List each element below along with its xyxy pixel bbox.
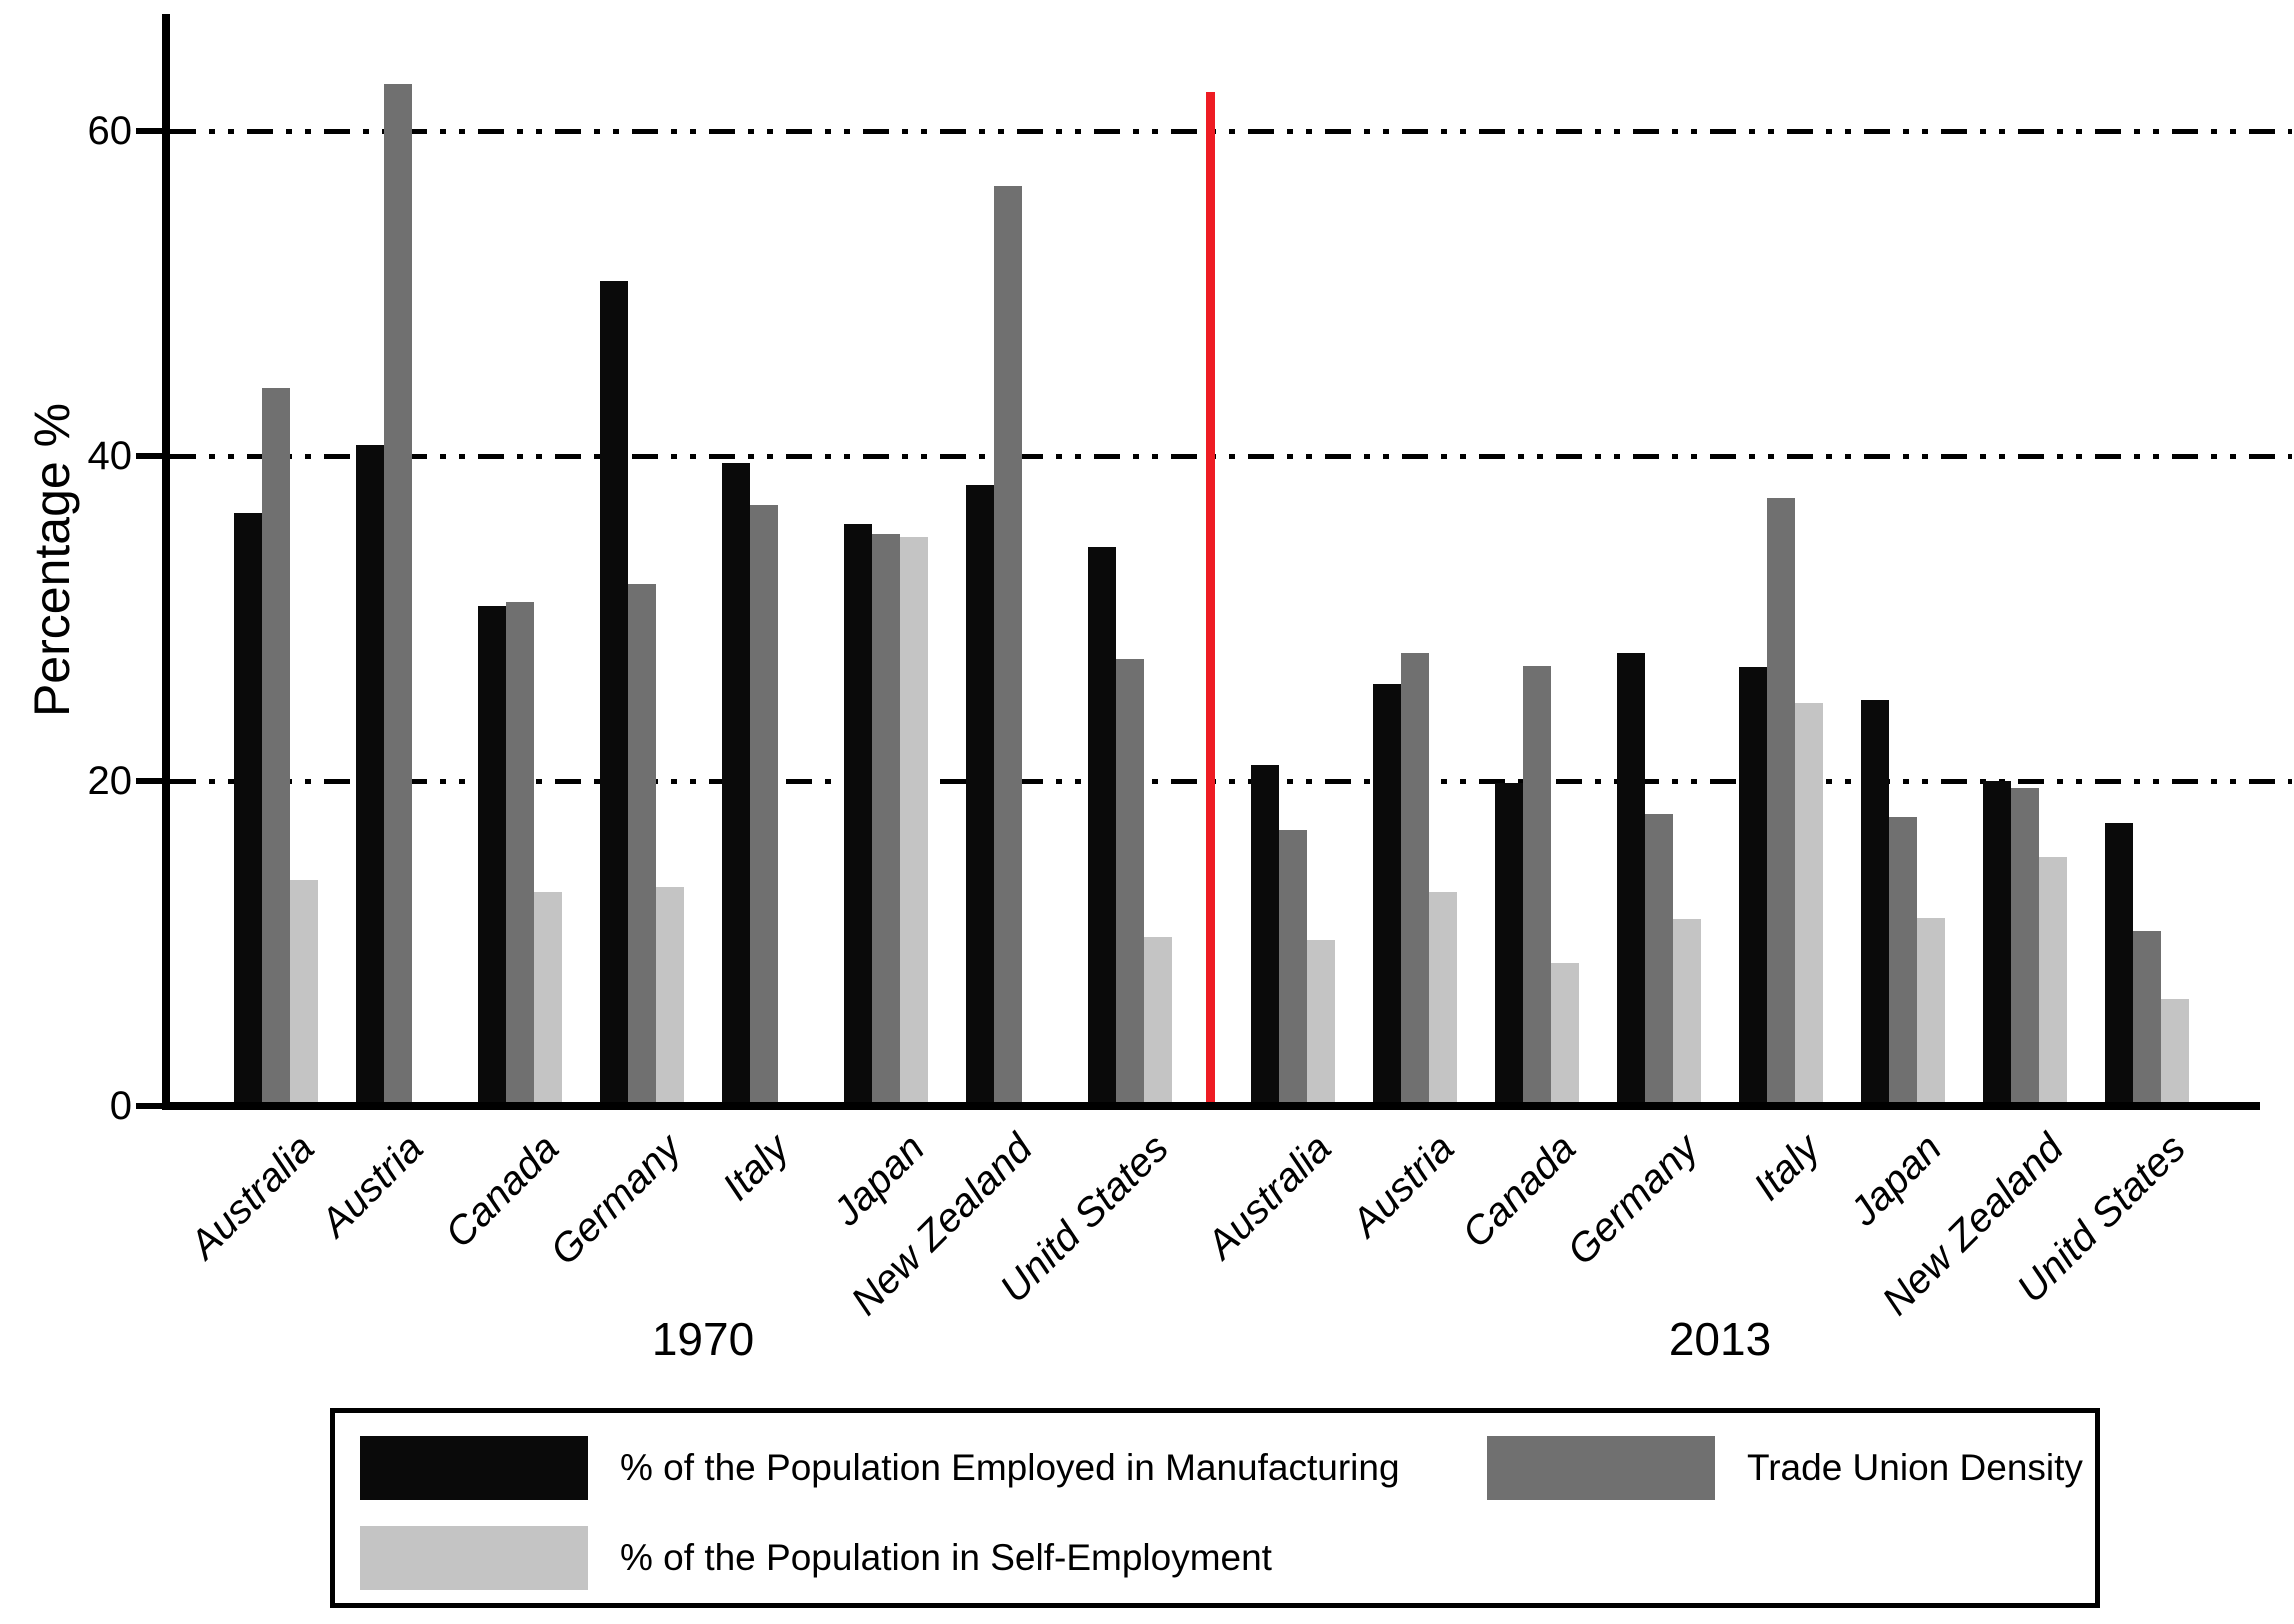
legend-label-trade-union-density: Trade Union Density	[1747, 1447, 2083, 1488]
y-tick-40	[136, 453, 162, 459]
y-tick-label-20: 20	[87, 759, 133, 803]
gridline-60	[170, 129, 2292, 134]
bar-2013-new-zealand-trade-union-density	[2011, 787, 2039, 1106]
bar-1970-italy-trade-union-density	[750, 504, 778, 1106]
bar-1970-austria--of-the-population-emplo	[356, 444, 384, 1106]
bar-2013-italy--of-the-population-emplo	[1739, 667, 1767, 1106]
x-label-2013-austria: Austria	[1342, 1126, 1463, 1246]
bar-2013-australia--of-the-population-in-se	[1307, 940, 1335, 1106]
bar-2013-japan--of-the-population-emplo	[1861, 699, 1889, 1106]
y-axis-line	[162, 14, 170, 1110]
bar-1970-canada-trade-union-density	[506, 602, 534, 1106]
gridline-20	[170, 779, 2292, 784]
bar-1970-austria-trade-union-density	[384, 83, 412, 1106]
bar-2013-canada--of-the-population-emplo	[1495, 782, 1523, 1106]
x-label-2013-italy: Italy	[1745, 1126, 1829, 1209]
bar-2013-australia-trade-union-density	[1279, 829, 1307, 1106]
y-tick-label-60: 60	[87, 109, 133, 153]
bar-2013-germany-trade-union-density	[1645, 813, 1673, 1106]
bar-2013-unitd-states--of-the-population-in-se	[2161, 998, 2189, 1106]
x-label-1970-germany: Germany	[541, 1126, 690, 1274]
bar-2013-japan-trade-union-density	[1889, 816, 1917, 1106]
bar-1970-germany--of-the-population-emplo	[600, 280, 628, 1106]
bar-1970-germany-trade-union-density	[628, 584, 656, 1106]
bar-1970-japan-trade-union-density	[872, 534, 900, 1106]
group-label-1970: 1970	[651, 1313, 755, 1365]
y-tick-20	[136, 778, 162, 784]
bar-2013-new-zealand--of-the-population-emplo	[1983, 781, 2011, 1106]
bar-1970-australia--of-the-population-in-se	[290, 880, 318, 1106]
bar-1970-germany--of-the-population-in-se	[656, 886, 684, 1106]
legend-swatch-manufacturing	[360, 1436, 588, 1500]
y-tick-0	[136, 1103, 162, 1109]
bar-2013-austria-trade-union-density	[1401, 652, 1429, 1106]
bar-2013-canada-trade-union-density	[1523, 665, 1551, 1106]
legend-label-manufacturing: % of the Population Employed in Manufact…	[620, 1447, 1400, 1488]
bar-1970-unitd-states--of-the-population-in-se	[1144, 937, 1172, 1106]
x-axis-line	[162, 1102, 2260, 1110]
bar-2013-australia--of-the-population-emplo	[1251, 764, 1279, 1106]
bar-2013-austria--of-the-population-emplo	[1373, 683, 1401, 1106]
bar-1970-unitd-states-trade-union-density	[1116, 659, 1144, 1106]
bar-2013-germany--of-the-population-in-se	[1673, 919, 1701, 1106]
x-label-2013-japan: Japan	[1841, 1126, 1951, 1235]
bar-1970-canada--of-the-population-emplo	[478, 605, 506, 1106]
bar-1970-new-zealand--of-the-population-emplo	[966, 485, 994, 1106]
bar-1970-australia-trade-union-density	[262, 387, 290, 1106]
bar-2013-canada--of-the-population-in-se	[1551, 963, 1579, 1106]
bar-1970-japan--of-the-population-emplo	[844, 524, 872, 1106]
bar-2013-germany--of-the-population-emplo	[1617, 652, 1645, 1106]
bar-2013-unitd-states--of-the-population-emplo	[2105, 823, 2133, 1106]
bar-1970-italy--of-the-population-emplo	[722, 462, 750, 1106]
bar-1970-japan--of-the-population-in-se	[900, 537, 928, 1106]
gridline-40	[170, 454, 2292, 459]
x-label-1970-italy: Italy	[714, 1126, 798, 1209]
y-tick-label-0: 0	[109, 1084, 132, 1128]
group-label-2013: 2013	[1668, 1313, 1772, 1365]
x-label-1970-australia: Australia	[181, 1126, 324, 1268]
legend-swatch-self-employment	[360, 1526, 588, 1590]
y-tick-60	[136, 128, 162, 134]
x-label-2013-australia: Australia	[1198, 1126, 1341, 1268]
bar-2013-new-zealand--of-the-population-in-se	[2039, 857, 2067, 1106]
bar-1970-australia--of-the-population-emplo	[234, 512, 262, 1106]
x-label-1970-austria: Austria	[311, 1126, 432, 1246]
bar-2013-japan--of-the-population-in-se	[1917, 917, 1945, 1106]
bar-2013-italy--of-the-population-in-se	[1795, 703, 1823, 1106]
bar-2013-austria--of-the-population-in-se	[1429, 891, 1457, 1106]
bar-1970-unitd-states--of-the-population-emplo	[1088, 547, 1116, 1106]
group-divider-line	[1206, 92, 1215, 1106]
legend: % of the Population Employed in Manufact…	[330, 1408, 2100, 1608]
legend-label-self-employment: % of the Population in Self-Employment	[620, 1537, 1272, 1578]
y-tick-label-40: 40	[87, 434, 133, 478]
bar-1970-new-zealand-trade-union-density	[994, 186, 1022, 1106]
bar-2013-italy-trade-union-density	[1767, 498, 1795, 1106]
x-label-2013-germany: Germany	[1558, 1126, 1707, 1274]
legend-swatch-trade-union-density	[1487, 1436, 1715, 1500]
bar-2013-unitd-states-trade-union-density	[2133, 930, 2161, 1106]
bar-1970-canada--of-the-population-in-se	[534, 891, 562, 1106]
